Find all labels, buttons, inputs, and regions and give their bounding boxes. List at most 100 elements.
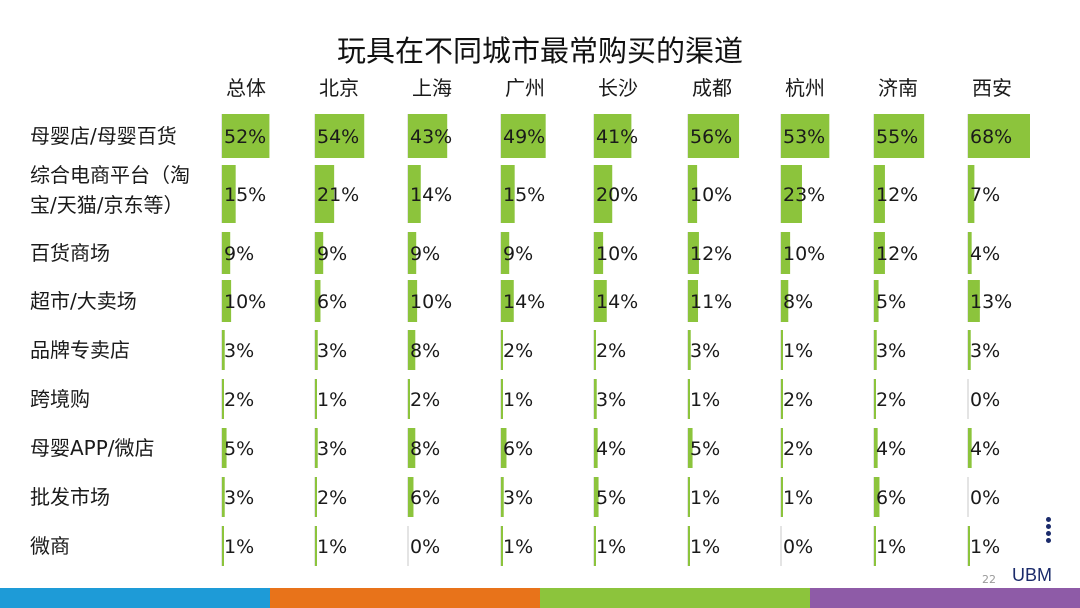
data-label: 56%: [690, 126, 732, 148]
data-label: 9%: [503, 243, 533, 265]
data-label: 1%: [224, 536, 254, 558]
bar: [222, 114, 270, 158]
data-label: 3%: [317, 438, 347, 460]
bar: [315, 428, 318, 468]
bar: [874, 165, 885, 223]
data-label: 3%: [503, 487, 533, 509]
bar: [594, 428, 598, 468]
row-label-1: 综合电商平台（淘: [30, 163, 190, 187]
bar: [222, 379, 224, 419]
column-header-0: 总体: [226, 76, 266, 100]
data-label: 14%: [503, 291, 545, 313]
data-label: 12%: [876, 184, 918, 206]
row-label-5: 跨境购: [30, 387, 90, 411]
bar: [874, 428, 878, 468]
bar: [315, 526, 317, 566]
data-label: 6%: [317, 291, 347, 313]
data-label: 14%: [410, 184, 452, 206]
bar: [501, 330, 503, 370]
data-label: 5%: [876, 291, 906, 313]
data-label: 6%: [410, 487, 440, 509]
data-label: 3%: [224, 340, 254, 362]
data-label: 2%: [783, 389, 813, 411]
bar: [408, 280, 418, 322]
column-header-3: 广州: [505, 76, 545, 100]
bar: [781, 232, 791, 274]
bar: [222, 428, 227, 468]
data-label: 2%: [503, 340, 533, 362]
bar: [874, 114, 925, 158]
data-label: 8%: [410, 438, 440, 460]
data-label: 1%: [317, 389, 347, 411]
data-label: 9%: [224, 243, 254, 265]
data-label: 3%: [317, 340, 347, 362]
data-label: 0%: [970, 389, 1000, 411]
bar: [501, 232, 510, 274]
page-number: 22: [982, 573, 996, 586]
bar: [781, 330, 783, 370]
data-label: 11%: [690, 291, 732, 313]
column-header-5: 成都: [692, 76, 732, 100]
bar: [968, 165, 975, 223]
bar: [688, 280, 699, 322]
band-segment: [540, 588, 810, 608]
bar: [222, 280, 232, 322]
data-label: 10%: [690, 184, 732, 206]
bar: [874, 330, 877, 370]
bar: [594, 477, 599, 517]
bar: [968, 526, 970, 566]
bar: [688, 526, 690, 566]
bar: [688, 428, 693, 468]
data-label: 1%: [317, 536, 347, 558]
bar: [408, 114, 448, 158]
bar: [501, 280, 514, 322]
data-label: 10%: [783, 243, 825, 265]
bar: [315, 379, 317, 419]
data-label: 3%: [224, 487, 254, 509]
channel-bar-table: 总体 北京 上海 广州 长沙 成都 杭州 济南 西安母婴店/母婴百货综合电商平台（淘宝/天猫/京…: [30, 76, 1030, 566]
data-label: 4%: [596, 438, 626, 460]
data-label: 5%: [690, 438, 720, 460]
data-label: 4%: [970, 438, 1000, 460]
data-label: 5%: [224, 438, 254, 460]
bar: [408, 379, 410, 419]
data-label: 1%: [970, 536, 1000, 558]
column-header-4: 长沙: [598, 76, 638, 100]
data-label: 53%: [783, 126, 825, 148]
data-label: 6%: [876, 487, 906, 509]
bar: [408, 232, 417, 274]
bar: [874, 280, 879, 322]
data-label: 2%: [317, 487, 347, 509]
data-label: 1%: [503, 536, 533, 558]
bar: [781, 379, 783, 419]
bar: [222, 330, 225, 370]
bar: [594, 526, 596, 566]
data-label: 9%: [410, 243, 440, 265]
data-label: 1%: [876, 536, 906, 558]
bar: [501, 165, 515, 223]
chart-title: 玩具在不同城市最常购买的渠道: [336, 34, 743, 68]
bar: [315, 232, 324, 274]
bar: [594, 232, 604, 274]
bar: [408, 165, 421, 223]
data-label: 10%: [596, 243, 638, 265]
band-segment: [270, 588, 540, 608]
row-label-7: 批发市场: [30, 485, 110, 509]
data-label: 13%: [970, 291, 1012, 313]
data-label: 20%: [596, 184, 638, 206]
column-header-8: 西安: [972, 76, 1012, 100]
data-label: 15%: [503, 184, 545, 206]
bar: [968, 428, 972, 468]
bar: [874, 477, 880, 517]
bar: [688, 379, 690, 419]
bar: [222, 232, 231, 274]
row-label-1: 宝/天猫/京东等）: [30, 193, 183, 217]
bar: [408, 330, 416, 370]
bar: [501, 379, 503, 419]
bar: [501, 114, 546, 158]
bar: [315, 330, 318, 370]
bar: [501, 526, 503, 566]
data-label: 12%: [876, 243, 918, 265]
data-label: 43%: [410, 126, 452, 148]
bar: [315, 280, 321, 322]
